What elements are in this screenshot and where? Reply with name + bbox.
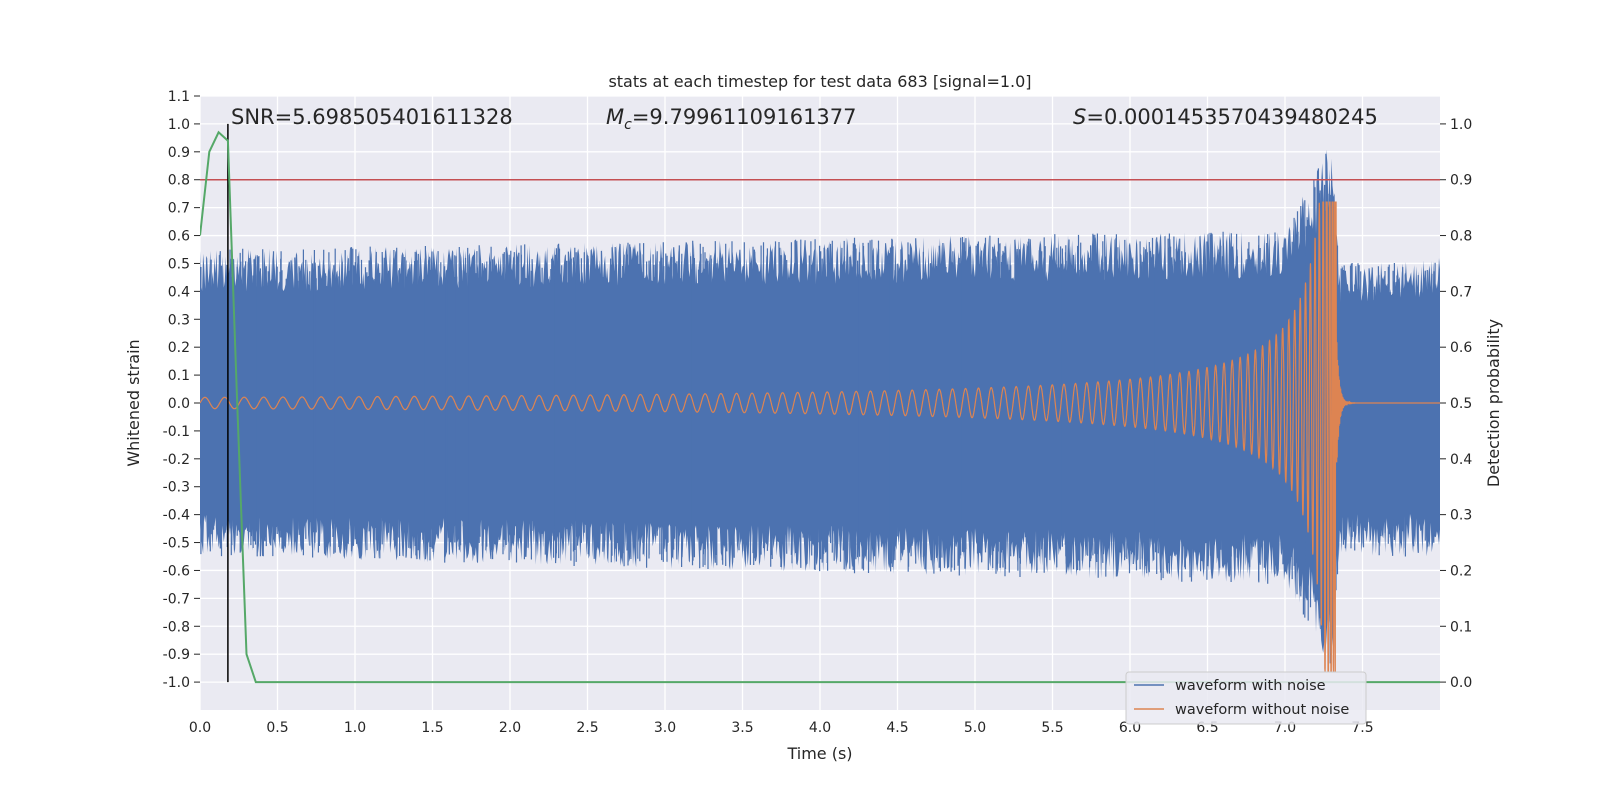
legend: waveform with noise waveform without noi… xyxy=(1125,671,1367,725)
y-left-tick-label: 0.2 xyxy=(168,340,190,356)
y-right-tick-label: 0.9 xyxy=(1450,173,1472,189)
y-left-tick-label: 0.1 xyxy=(168,368,190,384)
x-tick-label: 5.5 xyxy=(1041,720,1063,736)
y-left-tick-label: 0.4 xyxy=(168,284,190,300)
chirp-mass-annotation: Mc=9.79961109161377 xyxy=(606,105,857,133)
y-left-tick-label: 0.3 xyxy=(168,312,190,328)
y-left-tick-label: -0.5 xyxy=(163,536,190,552)
y-right-tick-label: 0.5 xyxy=(1450,396,1472,412)
series-waveform-without-noise xyxy=(200,201,1440,672)
series-detection-probability xyxy=(200,130,1440,684)
x-axis-label: Time (s) xyxy=(786,744,852,763)
y-left-tick-label: -0.3 xyxy=(163,480,190,496)
y-left-tick-label: -0.1 xyxy=(163,424,190,440)
x-tick-label: 2.5 xyxy=(576,720,598,736)
y-left-tick-label: 0.9 xyxy=(168,145,190,161)
y-left-tick-label: -0.7 xyxy=(163,591,190,607)
legend-box xyxy=(1125,671,1367,725)
y-axis-right-ticks: 1.0 0.9 0.8 0.7 0.6 0.5 0.4 0.3 0.2 0.1 0.0 xyxy=(1440,117,1472,691)
x-tick-label: 3.0 xyxy=(654,720,676,736)
y-left-tick-label: 1.0 xyxy=(168,117,190,133)
x-tick-label: 0.5 xyxy=(266,720,288,736)
legend-label-waveform-with-noise: waveform with noise xyxy=(1175,678,1326,694)
y-left-tick-label: 1.1 xyxy=(168,89,190,105)
y-left-tick-label: 0.5 xyxy=(168,256,190,272)
x-tick-label: 3.5 xyxy=(731,720,753,736)
y-left-tick-label: -0.4 xyxy=(163,508,190,524)
x-tick-label: 4.0 xyxy=(809,720,831,736)
y-right-tick-label: 0.4 xyxy=(1450,452,1472,468)
snr-annotation: SNR=5.698505401611328 xyxy=(231,105,513,129)
y-left-tick-label: 0.8 xyxy=(168,173,190,189)
y-left-tick-label: -0.8 xyxy=(163,619,190,635)
y-left-tick-label: -0.9 xyxy=(163,647,190,663)
x-tick-label: 0.0 xyxy=(189,720,211,736)
y-axis-left-ticks: 1.1 1.0 0.9 0.8 0.7 0.6 0.5 0.4 0.3 0.2 0.1 0.0 -0.1… xyxy=(163,89,200,691)
y-right-tick-label: 0.8 xyxy=(1450,229,1472,245)
y-left-tick-label: 0.7 xyxy=(168,201,190,217)
x-tick-label: 1.0 xyxy=(344,720,366,736)
legend-label-waveform-without-noise: waveform without noise xyxy=(1175,702,1349,718)
chart-title: stats at each timestep for test data 683… xyxy=(608,72,1031,91)
x-tick-label: 2.0 xyxy=(499,720,521,736)
y-left-tick-label: 0.6 xyxy=(168,229,190,245)
y-right-tick-label: 1.0 xyxy=(1450,117,1472,133)
y-right-tick-label: 0.6 xyxy=(1450,340,1472,356)
x-tick-label: 4.5 xyxy=(886,720,908,736)
y-axis-left-label: Whitened strain xyxy=(124,339,143,466)
y-left-tick-label: -1.0 xyxy=(163,675,190,691)
y-right-tick-label: 0.3 xyxy=(1450,508,1472,524)
y-right-tick-label: 0.0 xyxy=(1450,675,1472,691)
x-tick-label: 1.5 xyxy=(421,720,443,736)
y-right-tick-label: 0.1 xyxy=(1450,619,1472,635)
y-left-tick-label: -0.6 xyxy=(163,563,190,579)
x-axis-ticks: 0.0 0.5 1.0 1.5 2.0 2.5 3.0 3.5 4.0 4.5 5.0 5.5 6.0 6… xyxy=(189,720,1374,736)
y-left-tick-label: -0.2 xyxy=(163,452,190,468)
y-right-tick-label: 0.7 xyxy=(1450,284,1472,300)
y-axis-right-label: Detection probability xyxy=(1484,319,1503,487)
s-annotation: S=0.0001453570439480245 xyxy=(1073,105,1378,129)
y-right-tick-label: 0.2 xyxy=(1450,563,1472,579)
x-tick-label: 5.0 xyxy=(964,720,986,736)
y-left-tick-label: 0.0 xyxy=(168,396,190,412)
plot-area xyxy=(200,123,1440,684)
